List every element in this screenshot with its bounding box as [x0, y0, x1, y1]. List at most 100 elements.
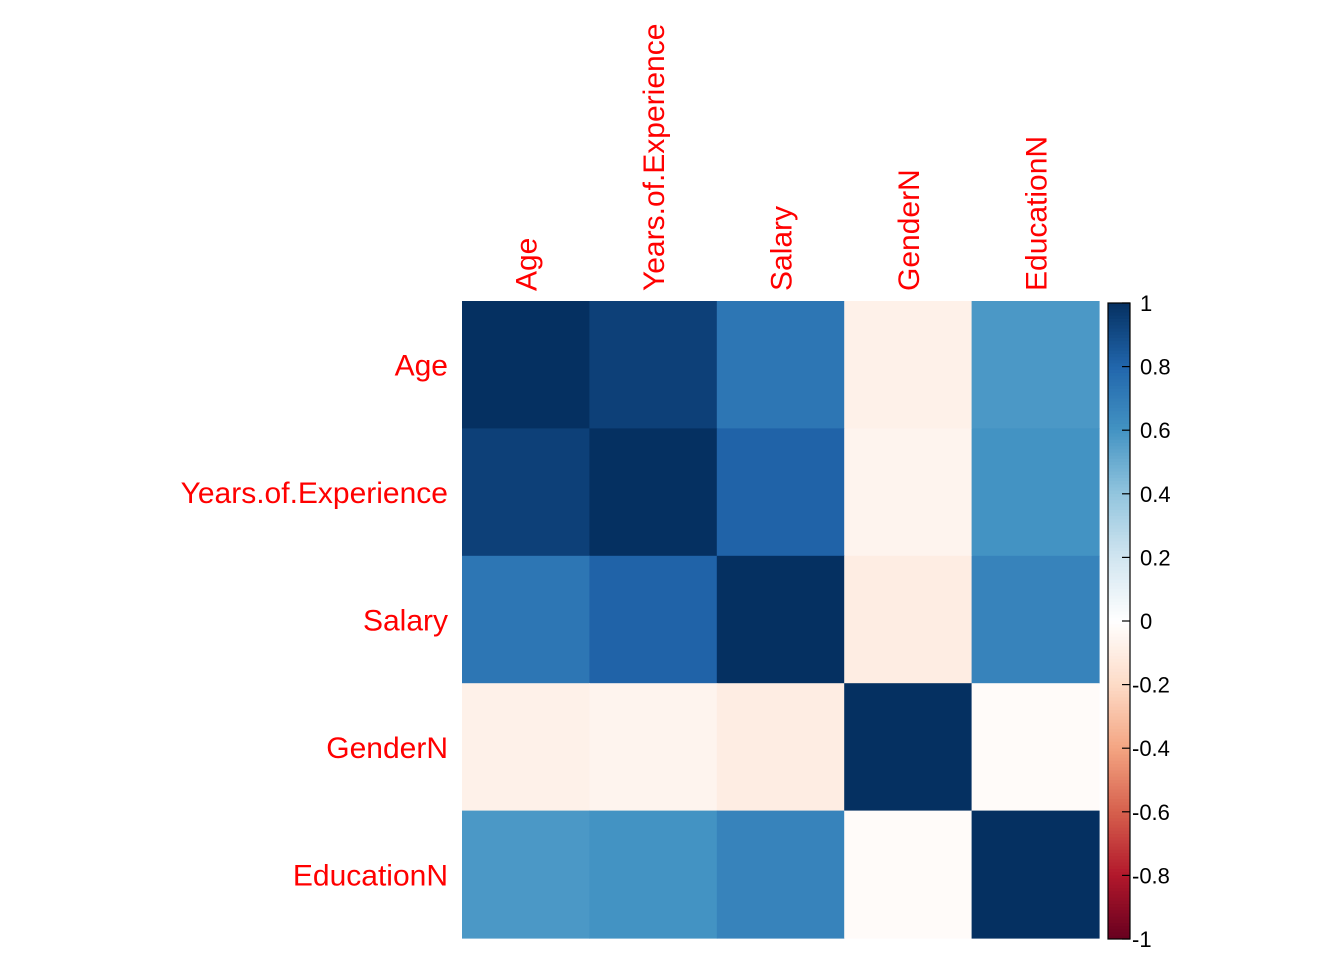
colorbar-segment	[1108, 557, 1130, 562]
colorbar-segment	[1108, 881, 1130, 886]
colorbar-segment	[1108, 315, 1130, 320]
colorbar-segment	[1108, 509, 1130, 514]
colorbar-segment	[1108, 789, 1130, 794]
colorbar-segment	[1108, 554, 1130, 558]
colorbar-segment	[1108, 605, 1130, 609]
colorbar-segment	[1108, 306, 1130, 310]
colorbar-segment	[1108, 617, 1130, 622]
colorbar-segment	[1108, 770, 1130, 775]
colorbar-segment	[1108, 344, 1130, 349]
colorbar-segment	[1108, 760, 1130, 765]
colorbar-segment	[1108, 449, 1130, 453]
colorbar-segment	[1108, 633, 1130, 638]
colorbar-segment	[1108, 824, 1130, 829]
colorbar-segment	[1108, 757, 1130, 762]
heatmap-cell-GenderN-Age	[462, 683, 590, 812]
colorbar-segment	[1108, 598, 1130, 603]
heatmap-cell-GenderN-GenderN	[844, 683, 973, 812]
colorbar-segment	[1108, 859, 1130, 864]
colorbar-segment	[1108, 376, 1130, 380]
colorbar-segment	[1108, 710, 1130, 714]
colorbar-segment	[1108, 913, 1130, 918]
heatmap-cell-Years.of.Experience-Years.of.Experience	[589, 428, 718, 557]
heatmap-cell-EducationN-Age	[462, 810, 590, 939]
colorbar-segment	[1108, 458, 1130, 463]
colorbar-segment	[1108, 414, 1130, 418]
colorbar-segment	[1108, 541, 1130, 546]
colorbar-segment	[1108, 935, 1130, 940]
colorbar-segment	[1108, 655, 1130, 660]
colorbar-segment	[1108, 579, 1130, 584]
colorbar-segment	[1108, 795, 1130, 800]
colorbar-segment	[1108, 805, 1130, 810]
colorbar-segment	[1108, 923, 1130, 927]
colorbar-segment	[1108, 388, 1130, 393]
colorbar-segment	[1108, 611, 1130, 616]
colorbar-segment	[1108, 875, 1130, 880]
colorbar-segment	[1108, 407, 1130, 412]
colorbar-segment	[1108, 894, 1130, 899]
colorbar-segment	[1108, 506, 1130, 511]
colorbar-segment	[1108, 738, 1130, 743]
colorbar-tick-label: 0.2	[1140, 545, 1171, 570]
colorbar-segment	[1108, 802, 1130, 806]
colorbar-segment	[1108, 888, 1130, 892]
colorbar-segment	[1108, 719, 1130, 724]
colorbar-segment	[1108, 792, 1130, 797]
colorbar-segment	[1108, 455, 1130, 460]
colorbar-segment	[1108, 621, 1130, 625]
colorbar-segment	[1108, 754, 1130, 759]
colorbar-segment	[1108, 748, 1130, 752]
colorbar-segment	[1108, 662, 1130, 667]
colorbar-tick-label: 0	[1140, 609, 1152, 634]
colorbar-segment	[1108, 566, 1130, 571]
row-label-educationn: EducationN	[293, 859, 448, 892]
colorbar-segment	[1108, 783, 1130, 787]
colorbar-segment	[1108, 573, 1130, 577]
colorbar-segment	[1108, 745, 1130, 749]
heatmap-cell-Age-EducationN	[971, 301, 1100, 429]
colorbar-segment	[1108, 776, 1130, 781]
colorbar-segment	[1108, 551, 1130, 555]
colorbar-segment	[1108, 811, 1130, 816]
colorbar-segment	[1108, 531, 1130, 536]
colorbar-segment	[1108, 547, 1130, 552]
heatmap-cell-Years.of.Experience-Age	[462, 428, 590, 557]
colorbar-segment	[1108, 439, 1130, 444]
colorbar-segment	[1108, 516, 1130, 520]
colorbar-segment	[1108, 713, 1130, 717]
colorbar-segment	[1108, 589, 1130, 593]
heatmap-cell-Years.of.Experience-GenderN	[844, 428, 973, 557]
colorbar-segment	[1108, 452, 1130, 457]
colorbar-segment	[1108, 725, 1130, 730]
row-label-years-of-experience: Years.of.Experience	[181, 477, 448, 510]
heatmap-cell-Age-GenderN	[844, 301, 973, 429]
colorbar-segment	[1108, 535, 1130, 539]
colorbar-segment	[1108, 608, 1130, 612]
colorbar-segment	[1108, 462, 1130, 466]
colorbar-segment	[1108, 869, 1130, 873]
heatmap-cell-GenderN-Salary	[716, 683, 845, 812]
colorbar-segment	[1108, 849, 1130, 854]
colorbar-segment	[1108, 420, 1130, 425]
colorbar-segment	[1108, 897, 1130, 902]
colorbar-segment	[1108, 834, 1130, 838]
row-label-age: Age	[395, 350, 448, 383]
colorbar-segment	[1108, 468, 1130, 473]
column-labels: Age Years.of.Experience Salary GenderN Educa…	[511, 24, 1054, 291]
colorbar-segment	[1108, 392, 1130, 396]
colorbar-tick-label: -0.2	[1132, 673, 1170, 698]
heatmap-cell-EducationN-Years.of.Experience	[589, 810, 718, 939]
colorbar-segment	[1108, 703, 1130, 708]
colorbar-segment	[1108, 595, 1130, 600]
colorbar-segment	[1108, 385, 1130, 390]
colorbar-segment	[1108, 423, 1130, 428]
colorbar-segment	[1108, 780, 1130, 784]
colorbar-segment	[1108, 840, 1130, 845]
colorbar-segment	[1108, 700, 1130, 705]
heatmap-cell-Years.of.Experience-EducationN	[971, 428, 1100, 557]
colorbar-segment	[1108, 560, 1130, 565]
colorbar-segment	[1108, 690, 1130, 695]
colorbar-segment	[1108, 379, 1130, 383]
